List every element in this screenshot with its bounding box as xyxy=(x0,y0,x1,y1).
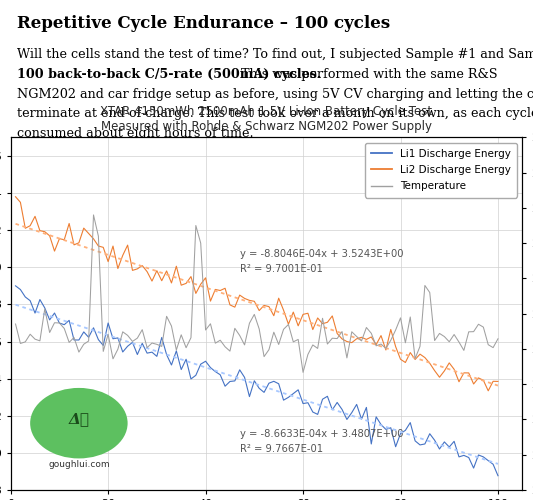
Text: goughlui.com: goughlui.com xyxy=(48,460,110,468)
Ellipse shape xyxy=(30,388,127,458)
Text: NGM202 and car fridge setup as before, using 5V CV charging and letting the cell: NGM202 and car fridge setup as before, u… xyxy=(17,88,533,101)
Text: y = -8.8046E-04x + 3.5243E+00
R² = 9.7001E-01: y = -8.8046E-04x + 3.5243E+00 R² = 9.700… xyxy=(240,250,403,274)
Text: Repetitive Cycle Endurance – 100 cycles: Repetitive Cycle Endurance – 100 cycles xyxy=(17,15,390,32)
Text: Will the cells stand the test of time? To find out, I subjected Sample #1 and Sa: Will the cells stand the test of time? T… xyxy=(17,48,533,61)
Text: This was performed with the same R&S: This was performed with the same R&S xyxy=(237,68,498,81)
Text: terminate at end-of-charge. This test took over a month on its own, as each cycl: terminate at end-of-charge. This test to… xyxy=(17,108,533,120)
Title: XTAR 4150mWh 2500mAh 1.5V Li-Ion Battery Cycle Test
Measured with Rohde & Schwar: XTAR 4150mWh 2500mAh 1.5V Li-Ion Battery… xyxy=(100,106,433,134)
Text: consumed about eight hours of time.: consumed about eight hours of time. xyxy=(17,127,253,140)
Text: 100 back-to-back C/5-rate (500mA) cycles.: 100 back-to-back C/5-rate (500mA) cycles… xyxy=(17,68,321,81)
Text: Δℓ: Δℓ xyxy=(68,412,90,426)
Text: y = -8.6633E-04x + 3.4807E+00
R² = 9.7667E-01: y = -8.6633E-04x + 3.4807E+00 R² = 9.766… xyxy=(240,430,403,454)
Legend: Li1 Discharge Energy, Li2 Discharge Energy, Temperature: Li1 Discharge Energy, Li2 Discharge Ener… xyxy=(365,142,517,198)
